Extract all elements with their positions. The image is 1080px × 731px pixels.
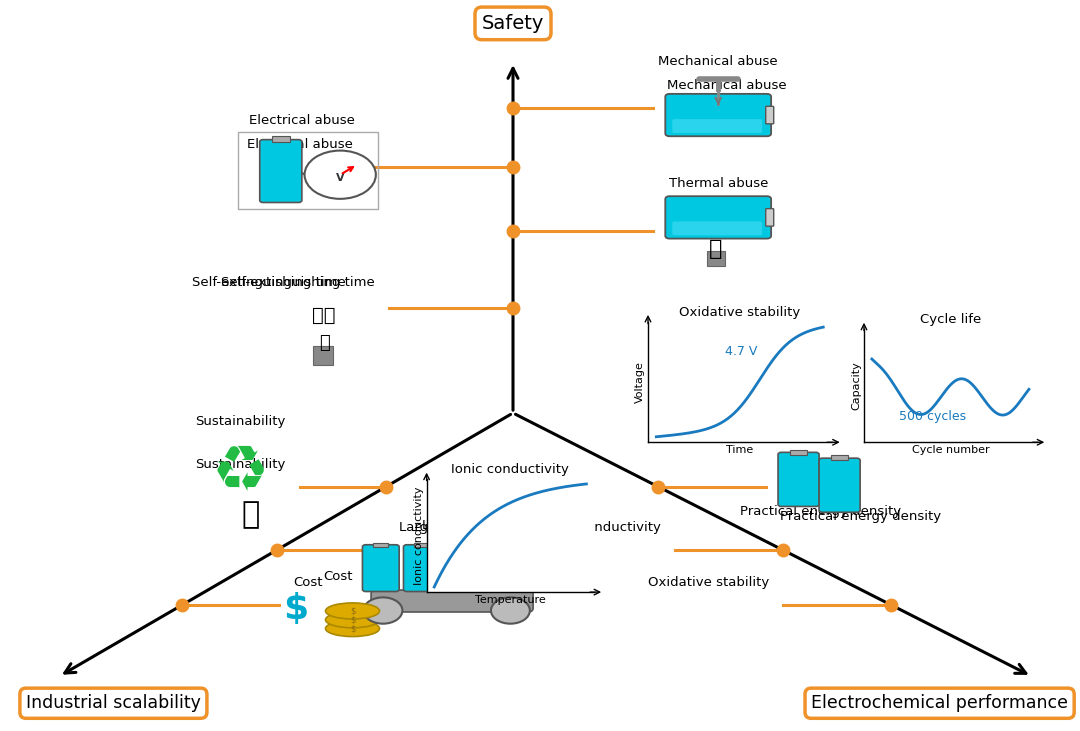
X-axis label: Cycle number: Cycle number	[912, 445, 989, 455]
Circle shape	[364, 597, 403, 624]
Text: Mechanical abuse: Mechanical abuse	[667, 79, 787, 91]
Text: Electrical abuse: Electrical abuse	[249, 114, 355, 127]
FancyBboxPatch shape	[665, 196, 771, 238]
Text: Thermal abuse: Thermal abuse	[667, 202, 767, 214]
Text: Electrochemical performance: Electrochemical performance	[811, 694, 1068, 712]
Text: Electrical abuse: Electrical abuse	[247, 138, 353, 151]
Text: ♻: ♻	[212, 441, 269, 503]
Text: Industrial scalability: Industrial scalability	[26, 694, 201, 712]
FancyBboxPatch shape	[404, 545, 441, 591]
Bar	[374, 542, 389, 547]
Text: 🌿: 🌿	[242, 500, 260, 529]
FancyBboxPatch shape	[778, 452, 819, 507]
Text: Self-extinguishing time: Self-extinguishing time	[192, 276, 346, 289]
FancyBboxPatch shape	[484, 545, 521, 591]
Text: $: $	[350, 624, 355, 633]
Text: Thermal abuse: Thermal abuse	[669, 178, 768, 190]
Bar	[415, 542, 430, 547]
Title: Ionic conductivity: Ionic conductivity	[451, 463, 569, 477]
Bar	[313, 346, 333, 365]
FancyBboxPatch shape	[672, 119, 762, 133]
Text: $: $	[350, 616, 355, 624]
Title: Cycle life: Cycle life	[920, 314, 981, 327]
Title: Oxidative stability: Oxidative stability	[679, 306, 800, 319]
Text: Practical energy density: Practical energy density	[780, 510, 942, 523]
Text: Mechanical abuse: Mechanical abuse	[659, 55, 778, 67]
Text: Safety: Safety	[482, 14, 544, 33]
Bar	[707, 251, 725, 265]
X-axis label: Time: Time	[726, 445, 754, 455]
Text: $: $	[350, 607, 355, 616]
Y-axis label: Voltage: Voltage	[635, 361, 645, 403]
FancyBboxPatch shape	[766, 208, 773, 226]
Text: Oxidative stability: Oxidative stability	[648, 576, 769, 589]
Text: $: $	[283, 592, 308, 626]
Ellipse shape	[325, 603, 379, 619]
Text: Cost: Cost	[293, 576, 323, 589]
Text: 500 cycles: 500 cycles	[899, 409, 966, 423]
FancyBboxPatch shape	[259, 140, 301, 202]
Bar	[831, 455, 848, 461]
Text: Cost: Cost	[324, 570, 353, 583]
Ellipse shape	[325, 621, 379, 637]
Bar	[789, 450, 807, 455]
Text: Large-scale production: Large-scale production	[400, 520, 552, 534]
Text: 🔥: 🔥	[319, 334, 329, 352]
Text: 💧💧: 💧💧	[312, 306, 336, 325]
Circle shape	[491, 597, 530, 624]
Bar	[272, 136, 289, 142]
Text: 4.7 V: 4.7 V	[725, 346, 757, 358]
Circle shape	[305, 151, 376, 199]
Text: Sustainability: Sustainability	[195, 458, 285, 471]
Text: Practical energy density: Practical energy density	[740, 505, 901, 518]
FancyBboxPatch shape	[766, 106, 773, 124]
FancyBboxPatch shape	[372, 590, 534, 612]
Text: V: V	[336, 173, 345, 183]
Text: Sustainability: Sustainability	[195, 415, 285, 428]
Text: 🔥: 🔥	[710, 239, 723, 259]
FancyBboxPatch shape	[363, 545, 400, 591]
Ellipse shape	[325, 612, 379, 628]
FancyBboxPatch shape	[665, 94, 771, 136]
Y-axis label: Ionic conductivity: Ionic conductivity	[414, 486, 423, 585]
Bar	[456, 542, 471, 547]
FancyBboxPatch shape	[445, 545, 482, 591]
Text: Large-scale production: Large-scale production	[422, 518, 575, 531]
Text: Self-extinguishing time: Self-extinguishing time	[221, 276, 375, 289]
FancyBboxPatch shape	[672, 221, 762, 235]
Y-axis label: Capacity: Capacity	[851, 361, 861, 410]
FancyBboxPatch shape	[819, 458, 860, 512]
Bar	[495, 542, 510, 547]
X-axis label: Temperature: Temperature	[475, 595, 545, 605]
Text: Ionic conductivity: Ionic conductivity	[542, 520, 661, 534]
